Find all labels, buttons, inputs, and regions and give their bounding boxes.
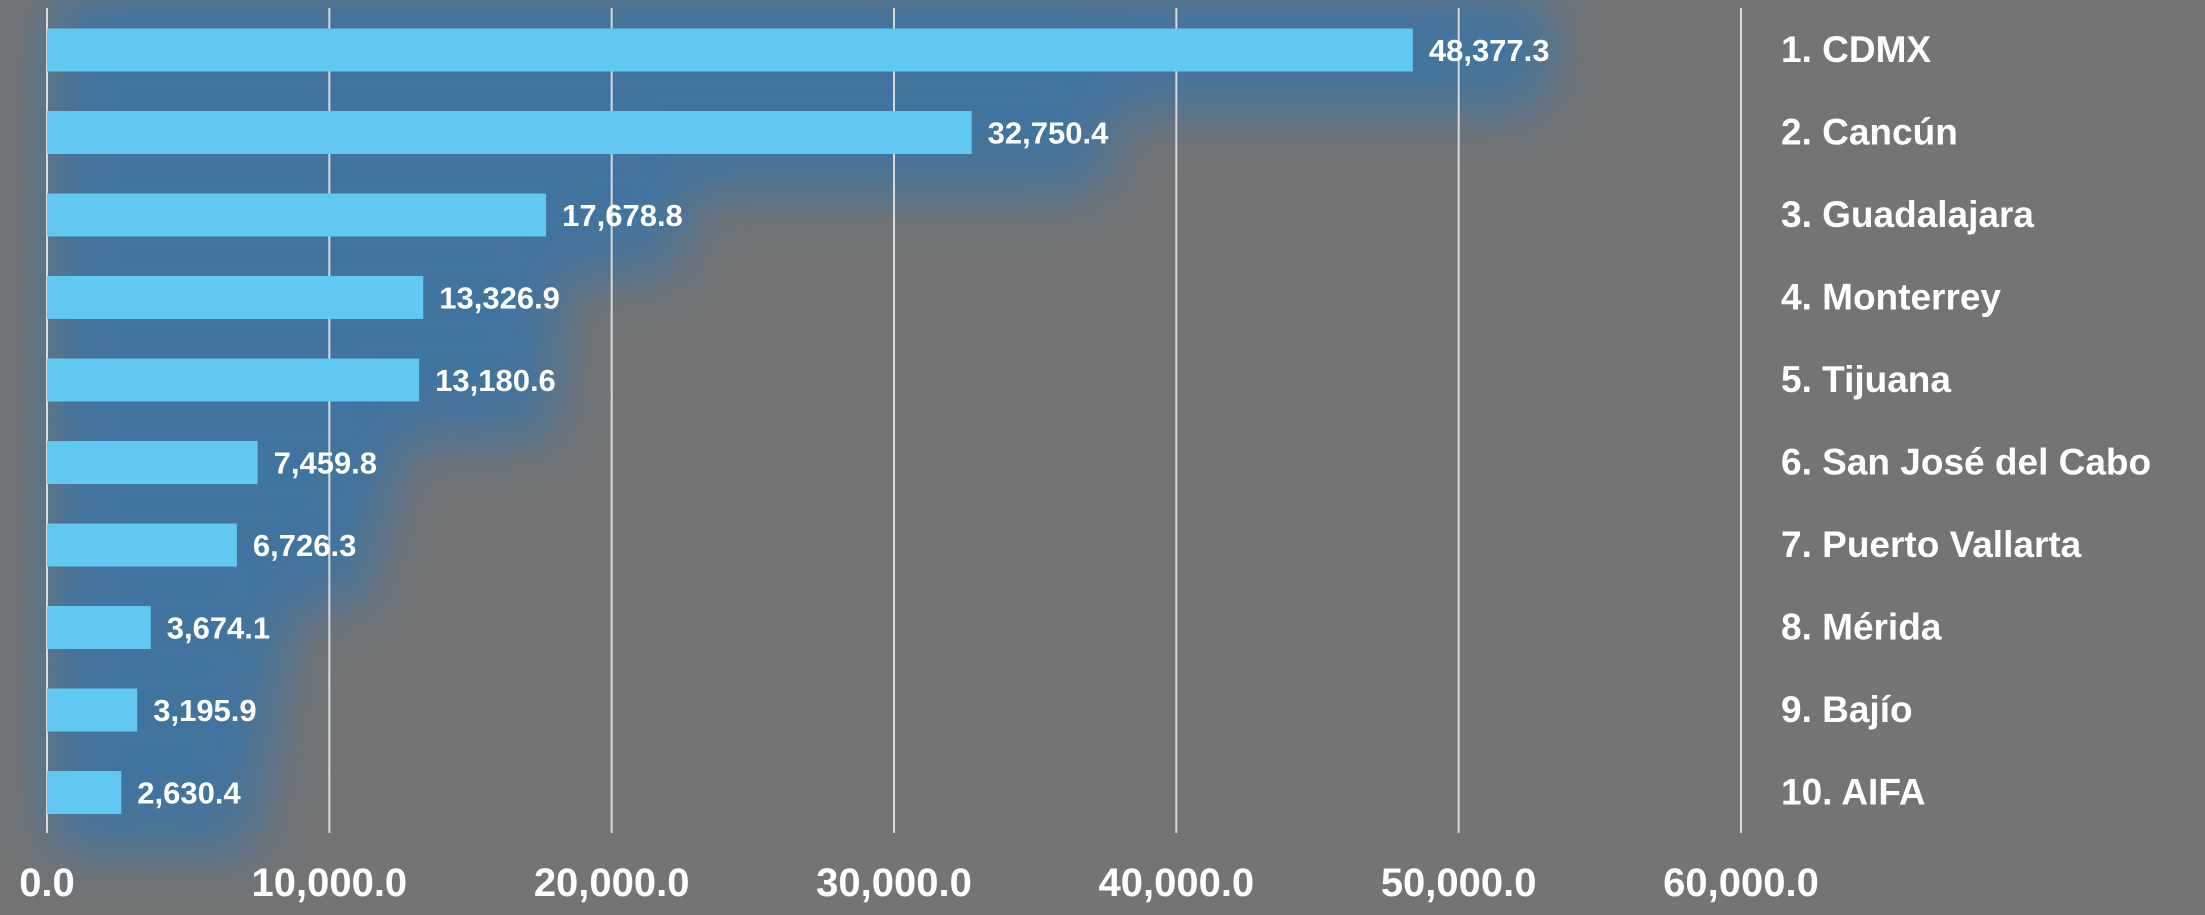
bar xyxy=(47,111,972,154)
bar xyxy=(47,276,424,319)
bar-value-label: 6,726.3 xyxy=(253,528,356,563)
bar-value-label: 3,674.1 xyxy=(167,611,270,646)
x-tick-label: 10,000.0 xyxy=(251,861,407,905)
category-label: 7. Puerto Vallarta xyxy=(1781,524,2082,565)
category-labels: 1. CDMX 2. Cancún 3. Guadalajara 4. Monterr… xyxy=(1781,29,2151,813)
x-tick-label: 0.0 xyxy=(19,861,75,905)
bar-value-label: 32,750.4 xyxy=(988,116,1109,151)
category-label: 10. AIFA xyxy=(1781,772,1926,813)
bar-value-label: 13,180.6 xyxy=(435,363,556,398)
bar-value-label: 3,195.9 xyxy=(153,693,256,728)
bar xyxy=(47,688,138,732)
bar-value-label: 2,630.4 xyxy=(137,776,241,811)
x-tick-label: 20,000.0 xyxy=(534,861,690,905)
bar xyxy=(47,771,122,814)
category-label: 3. Guadalajara xyxy=(1781,194,2034,235)
category-label: 1. CDMX xyxy=(1781,29,1931,70)
category-label: 2. Cancún xyxy=(1781,112,1958,153)
bar xyxy=(47,193,547,237)
x-tick-label: 50,000.0 xyxy=(1381,861,1537,905)
bar-glow-shape xyxy=(47,730,262,855)
bar-value-label: 7,459.8 xyxy=(274,446,377,481)
x-axis-tick-labels: 0.0 10,000.0 20,000.0 30,000.0 40,000.0 50,00… xyxy=(19,861,1819,905)
bar-value-label: 48,377.3 xyxy=(1429,33,1550,68)
bar xyxy=(47,441,258,484)
x-tick-label: 40,000.0 xyxy=(1098,861,1254,905)
x-tick-label: 30,000.0 xyxy=(816,861,972,905)
category-label: 6. San José del Cabo xyxy=(1781,442,2151,483)
value-labels: 48,377.3 32,750.4 17,678.8 13,326.9 13,180.6… xyxy=(137,33,1549,811)
bar-value-label: 17,678.8 xyxy=(562,198,683,233)
category-label: 8. Mérida xyxy=(1781,607,1942,648)
x-tick-label: 60,000.0 xyxy=(1663,861,1819,905)
category-label: 5. Tijuana xyxy=(1781,359,1951,400)
bar xyxy=(47,28,1413,72)
bar-value-label: 13,326.9 xyxy=(439,281,560,316)
bar xyxy=(47,606,151,649)
bar xyxy=(47,523,237,567)
category-label: 9. Bajío xyxy=(1781,689,1913,730)
bars xyxy=(47,28,1413,814)
bar xyxy=(47,358,420,402)
category-label: 4. Monterrey xyxy=(1781,277,2001,318)
